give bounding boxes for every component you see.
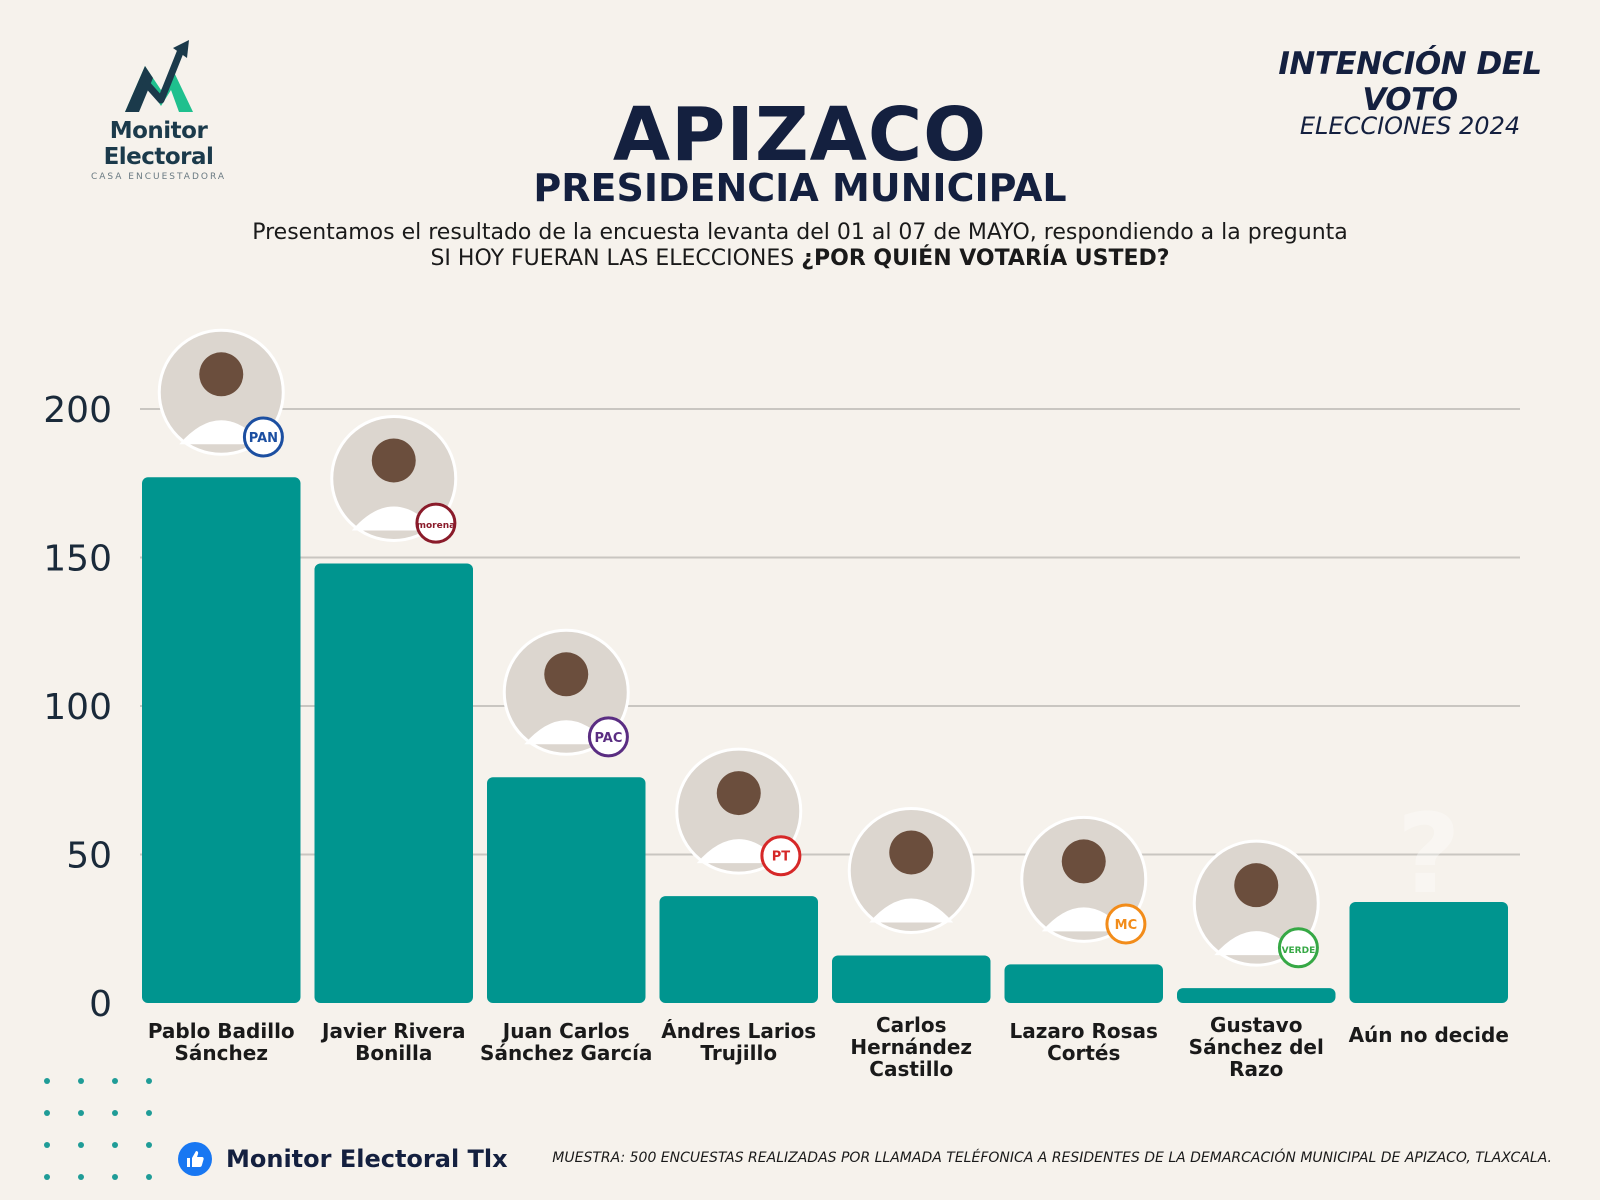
page-title: APIZACO <box>612 92 988 178</box>
x-tick-label: Ándres Larios <box>661 1019 816 1043</box>
x-tick-label: Carlos <box>876 1013 947 1037</box>
party-logo-icon <box>587 716 629 758</box>
brand-logo: Monitor Electoral CASA ENCUESTADORA <box>56 38 261 182</box>
avatar-head <box>199 352 244 397</box>
decorative-dot <box>78 1110 84 1116</box>
avatar-body <box>869 898 954 923</box>
bar <box>1177 988 1336 1003</box>
decorative-dot <box>44 1078 50 1084</box>
x-tick-label: Juan Carlos <box>501 1019 630 1043</box>
thumbs-up-icon <box>178 1142 212 1176</box>
social-page-name: Monitor Electoral Tlx <box>226 1145 508 1173</box>
x-tick-label: Bonilla <box>355 1041 432 1065</box>
avatar-body <box>524 720 609 745</box>
intro-paragraph: Presentamos el resultado de la encuesta … <box>250 220 1350 272</box>
x-tick-label: Javier Rivera <box>320 1019 465 1043</box>
decorative-dot <box>112 1142 118 1148</box>
decorative-dot <box>78 1078 84 1084</box>
page-subtitle: PRESIDENCIA MUNICIPAL <box>533 166 1067 210</box>
x-tick-label: Pablo Badillo <box>148 1019 295 1043</box>
decorative-dot <box>78 1142 84 1148</box>
decorative-dot <box>44 1174 50 1180</box>
bar <box>487 777 646 1003</box>
party-logo-label: MC <box>1115 918 1137 933</box>
party-logo-label: VERDE <box>1282 946 1316 956</box>
decorative-dot <box>146 1174 152 1180</box>
avatar-body <box>1041 907 1126 932</box>
x-tick-label: Gustavo <box>1210 1013 1302 1037</box>
brand-name: Monitor Electoral <box>103 118 214 170</box>
bar <box>659 896 818 1003</box>
sample-footnote: MUESTRA: 500 ENCUESTAS REALIZADAS POR LL… <box>552 1150 1552 1166</box>
bar <box>314 563 473 1003</box>
brand-tagline: CASA ENCUESTADORA <box>90 172 227 182</box>
avatar-head <box>544 652 589 697</box>
y-tick-label: 200 <box>43 390 112 431</box>
x-tick-label: Sánchez <box>175 1041 268 1065</box>
question-mark-icon: ? <box>1397 790 1461 918</box>
avatar-head <box>371 438 416 483</box>
party-logo-label: PT <box>772 850 791 865</box>
avatar-body <box>179 420 264 445</box>
x-tick-label: Hernández <box>850 1035 972 1059</box>
corner-subtitle: ELECCIONES 2024 <box>1299 112 1521 140</box>
party-logo-label: PAN <box>249 431 278 446</box>
intro-question: ¿POR QUIÉN VOTARÍA USTED? <box>801 246 1170 271</box>
y-tick-label: 150 <box>43 539 112 580</box>
party-logo-icon <box>242 416 284 458</box>
bar <box>1004 964 1163 1003</box>
y-tick-label: 0 <box>89 984 112 1025</box>
avatar-body <box>696 839 781 864</box>
party-logo-icon <box>415 502 457 544</box>
decorative-dot <box>146 1142 152 1148</box>
x-tick-label: Sánchez del <box>1189 1035 1324 1059</box>
bar <box>142 477 301 1003</box>
bar <box>1349 902 1508 1003</box>
x-tick-label: Sánchez García <box>480 1041 652 1065</box>
party-logo-label: morena <box>417 521 456 531</box>
x-tick-label: Trujillo <box>700 1041 777 1065</box>
social-link[interactable]: Monitor Electoral Tlx <box>178 1142 508 1176</box>
decorative-dot <box>146 1110 152 1116</box>
party-logo-icon <box>1277 927 1319 969</box>
x-tick-label: Aún no decide <box>1349 1023 1509 1047</box>
y-tick-label: 100 <box>43 687 112 728</box>
decorative-dot <box>78 1174 84 1180</box>
decorative-dot <box>44 1142 50 1148</box>
avatar-head <box>716 771 761 816</box>
corner-heading: INTENCIÓN DEL VOTO ELECCIONES 2024 <box>1240 46 1580 140</box>
avatar-head <box>1061 839 1106 884</box>
decorative-dot <box>146 1078 152 1084</box>
avatar-body <box>351 506 436 531</box>
x-tick-label: Lazaro Rosas <box>1010 1019 1158 1043</box>
x-tick-label: Castillo <box>869 1057 953 1081</box>
party-logo-label: PAC <box>594 731 622 746</box>
avatar-head <box>1234 863 1279 908</box>
intro-text: Presentamos el resultado de la encuesta … <box>252 220 1348 271</box>
avatar-body <box>1214 931 1299 956</box>
avatar-head <box>889 830 934 875</box>
x-tick-label: Razo <box>1229 1057 1283 1081</box>
bar <box>832 955 991 1003</box>
chart-arrow-logo-icon <box>124 40 193 112</box>
party-logo-icon <box>760 835 802 877</box>
decorative-dot <box>112 1078 118 1084</box>
x-tick-label: Cortés <box>1047 1041 1120 1065</box>
corner-title: INTENCIÓN DEL VOTO <box>1278 46 1542 118</box>
decorative-dot <box>44 1110 50 1116</box>
y-tick-label: 50 <box>66 836 112 877</box>
decorative-dot <box>112 1174 118 1180</box>
decorative-dot <box>112 1110 118 1116</box>
decorative-dots <box>44 1078 174 1198</box>
party-logo-icon <box>1105 903 1147 945</box>
